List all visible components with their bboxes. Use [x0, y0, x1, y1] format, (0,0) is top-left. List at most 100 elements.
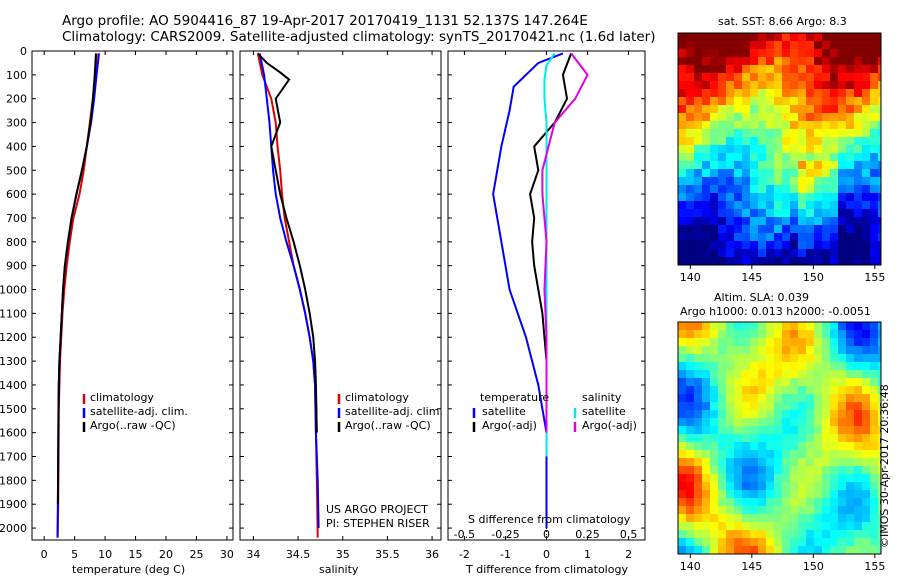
sla-map-cell — [750, 322, 758, 330]
sst-map-cell — [734, 145, 742, 153]
sla-map-cell — [870, 530, 878, 538]
sst-map-cell — [782, 65, 790, 73]
salinity-legend-satellite: satellite-adj. clim. — [345, 405, 443, 418]
sla-map-cell — [798, 410, 806, 418]
sla-map-cell — [750, 394, 758, 402]
sst-map-cell — [862, 193, 870, 201]
sst-map-cell — [830, 97, 838, 105]
sst-map-cell — [798, 33, 806, 41]
sst-map-cell — [782, 225, 790, 233]
sla-map-cell — [758, 394, 766, 402]
sla-map-cell — [798, 458, 806, 466]
sla-map-cell — [766, 434, 774, 442]
sst-map-cell — [686, 41, 694, 49]
sla-map-cell — [806, 514, 814, 522]
sst-map-cell — [878, 209, 881, 217]
sst-map-cell — [686, 241, 694, 249]
sla-map-cell — [838, 498, 846, 506]
sla-map-cell — [726, 394, 734, 402]
sla-map-cell — [822, 370, 830, 378]
sst-map-cell — [822, 233, 830, 241]
sst-map-cell — [678, 177, 686, 185]
sst-map-cell — [854, 257, 862, 265]
sst-map-cell — [878, 169, 881, 177]
sst-map-cell — [726, 185, 734, 193]
temperature-tick-label: 20 — [159, 548, 173, 561]
sst-map-cell — [678, 153, 686, 161]
sla-map-cell — [782, 426, 790, 434]
sla-map-cell — [758, 466, 766, 474]
sla-map-cell — [846, 370, 854, 378]
sst-map-cell — [750, 89, 758, 97]
sst-map-cell — [734, 137, 742, 145]
sst-map-cell — [710, 137, 718, 145]
sla-map-cell — [822, 410, 830, 418]
sst-map-cell — [694, 225, 702, 233]
sla-map-cell — [694, 378, 702, 386]
sst-map-cell — [814, 217, 822, 225]
sst-map-cell — [758, 161, 766, 169]
sst-map-cell — [742, 73, 750, 81]
sla-map-cell — [694, 338, 702, 346]
sla-map-cell — [702, 338, 710, 346]
diff-legend-s-satellite: satellite — [582, 405, 626, 418]
sst-map-cell — [678, 257, 686, 265]
sla-map-cell — [798, 362, 806, 370]
sla-map-cell — [710, 370, 718, 378]
sst-map-cell — [726, 225, 734, 233]
sla-map-cell — [854, 522, 862, 530]
sla-map-cell — [838, 482, 846, 490]
sst-map-cell — [742, 81, 750, 89]
sst-map-cell — [846, 81, 854, 89]
sst-map-cell — [686, 225, 694, 233]
sst-map-cell — [862, 209, 870, 217]
sla-map-cell — [822, 378, 830, 386]
sla-map-cell — [766, 418, 774, 426]
sla-map-cell — [814, 546, 822, 554]
sla-map-cell — [870, 538, 878, 546]
depth-tick-label: 100 — [6, 69, 27, 82]
sst-map-cell — [718, 73, 726, 81]
sla-map-cell — [686, 498, 694, 506]
sla-map-cell — [694, 522, 702, 530]
sst-map-cell — [854, 161, 862, 169]
sla-map-cell — [694, 362, 702, 370]
sla-map-cell — [774, 474, 782, 482]
sst-map-cell — [718, 137, 726, 145]
sst-map-frame — [677, 32, 882, 266]
sst-map-cell — [830, 193, 838, 201]
sla-map-cell — [758, 450, 766, 458]
sst-map-cell — [774, 169, 782, 177]
sla-map-cell — [814, 522, 822, 530]
sst-map-cell — [694, 113, 702, 121]
sst-map-cell — [798, 249, 806, 257]
sst-map-cell — [678, 49, 686, 57]
sst-map-cell — [870, 65, 878, 73]
sla-map-cell — [782, 458, 790, 466]
sst-map-cell — [702, 161, 710, 169]
sst-map-cell — [806, 201, 814, 209]
sst-map-cell — [870, 57, 878, 65]
sla-map-cell — [814, 482, 822, 490]
sst-map-cell — [838, 137, 846, 145]
sla-map-cell — [878, 474, 881, 482]
sst-map-cell — [846, 209, 854, 217]
sla-map-cell — [702, 514, 710, 522]
sla-map-cell — [774, 530, 782, 538]
sst-map-cell — [870, 177, 878, 185]
sst-map-cell — [734, 121, 742, 129]
sla-map-cell — [718, 506, 726, 514]
sla-map-cell — [694, 482, 702, 490]
sla-map-cell — [878, 418, 881, 426]
sla-map-cell — [838, 538, 846, 546]
sst-map-cell — [782, 169, 790, 177]
sla-map-cell — [798, 498, 806, 506]
sla-map-cell — [750, 506, 758, 514]
sst-map-cell — [750, 129, 758, 137]
sla-map-cell — [694, 354, 702, 362]
sla-map-cell — [758, 482, 766, 490]
sst-map-cell — [838, 49, 846, 57]
sst-map-cell — [798, 89, 806, 97]
sst-map-cell — [726, 121, 734, 129]
sst-map-cell — [702, 225, 710, 233]
